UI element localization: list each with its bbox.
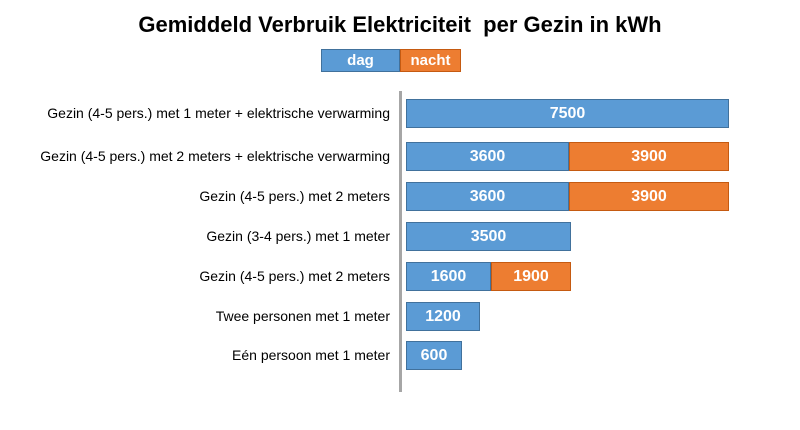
category-label: Gezin (4-5 pers.) met 2 meters [199,188,390,204]
legend-item-nacht: nacht [400,49,461,72]
chart-row: Gezin (4-5 pers.) met 2 meters 1600 1900 [0,262,800,291]
legend: dag nacht [321,49,461,72]
category-label: Gezin (4-5 pers.) met 1 meter + elektris… [47,105,390,121]
chart-row: Eén persoon met 1 meter 600 [0,341,800,370]
category-label: Gezin (4-5 pers.) met 2 meters [199,268,390,284]
bar-segment-dag: 3500 [406,222,571,251]
bar-group: 3600 3900 [406,182,729,211]
category-label: Gezin (4-5 pers.) met 2 meters + elektri… [40,148,390,164]
bar-group: 1200 [406,302,480,331]
chart-row: Gezin (4-5 pers.) met 1 meter + elektris… [0,99,800,128]
bar-group: 3500 [406,222,571,251]
category-label: Gezin (3-4 pers.) met 1 meter [206,228,390,244]
bar-group: 3600 3900 [406,142,729,171]
bar-segment-dag: 600 [406,341,462,370]
bar-segment-dag: 7500 [406,99,729,128]
bar-segment-nacht: 3900 [569,142,729,171]
y-axis-line [399,91,402,392]
bar-segment-nacht: 1900 [491,262,571,291]
bar-group: 1600 1900 [406,262,571,291]
category-label: Eén persoon met 1 meter [232,347,390,363]
bar-segment-dag: 1600 [406,262,491,291]
chart-row: Twee personen met 1 meter 1200 [0,302,800,331]
bar-group: 7500 [406,99,729,128]
bar-segment-nacht: 3900 [569,182,729,211]
bar-segment-dag: 3600 [406,182,569,211]
chart-row: Gezin (4-5 pers.) met 2 meters + elektri… [0,142,800,171]
bar-segment-dag: 3600 [406,142,569,171]
category-label: Twee personen met 1 meter [215,308,390,324]
chart-row: Gezin (3-4 pers.) met 1 meter 3500 [0,222,800,251]
chart-title: Gemiddeld Verbruik Elektriciteit per Gez… [138,12,662,37]
chart-row: Gezin (4-5 pers.) met 2 meters 3600 3900 [0,182,800,211]
bar-segment-dag: 1200 [406,302,480,331]
bar-group: 600 [406,341,462,370]
legend-item-dag: dag [321,49,400,72]
